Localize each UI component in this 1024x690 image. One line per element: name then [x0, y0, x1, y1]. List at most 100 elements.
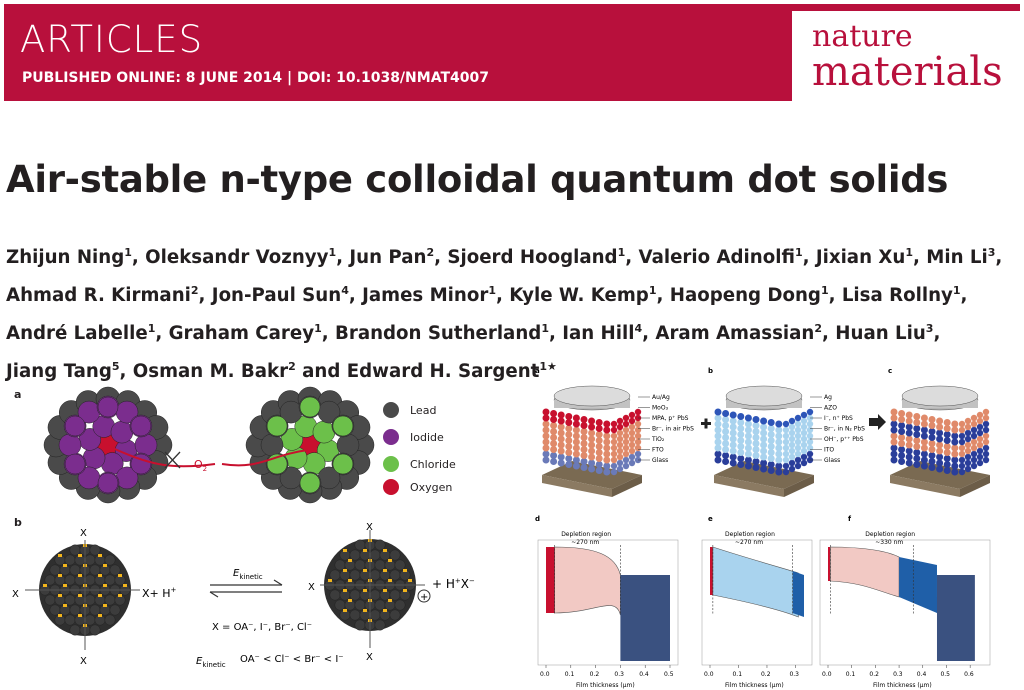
author-name[interactable]: Zhijun Ning1	[6, 246, 132, 268]
quantum-dot	[898, 416, 906, 423]
substrate-layer	[714, 461, 814, 489]
quantum-dot	[557, 417, 565, 425]
author-name[interactable]: Min Li3	[926, 246, 995, 268]
author-name[interactable]: James Minor1	[362, 284, 496, 306]
quantum-dot	[595, 419, 603, 426]
author-name-text: Brandon Sutherland	[334, 323, 542, 345]
author-name[interactable]: Haopeng Dong1	[670, 284, 829, 306]
quantum-dot	[565, 437, 573, 444]
quantum-dot	[760, 441, 768, 449]
author-name[interactable]: Jixian Xu1	[816, 246, 913, 268]
x-label-top-1: X	[80, 528, 87, 539]
author-name[interactable]: Edward H. Sargent1★	[347, 360, 557, 382]
author-name-text: Aram Amassian	[655, 323, 815, 345]
ligand	[78, 614, 82, 617]
quantum-dot	[565, 443, 573, 450]
quantum-dot	[943, 449, 951, 456]
quantum-dot	[800, 423, 808, 431]
atom	[354, 599, 366, 611]
quantum-dot	[610, 426, 618, 434]
atom	[389, 609, 401, 621]
ligand	[403, 589, 407, 592]
quantum-dot	[782, 426, 790, 434]
quantum-dot	[920, 426, 928, 434]
quantum-dot	[760, 423, 768, 431]
ligand	[58, 614, 62, 617]
author-name[interactable]: Ian Hill4	[562, 322, 642, 344]
x-tick-label: 0.2	[869, 671, 879, 678]
atom	[374, 559, 386, 571]
author-name[interactable]: Jon-Paul Sun4	[212, 284, 349, 306]
atom	[349, 609, 361, 621]
x-tick-label: 0.0	[822, 671, 832, 678]
quantum-dot	[970, 426, 978, 434]
quantum-dot	[628, 447, 636, 455]
quantum-dot	[610, 438, 618, 446]
quantum-dot	[970, 438, 978, 446]
atom	[49, 564, 61, 576]
quantum-dot	[936, 429, 944, 437]
x-label-left-1: X	[12, 589, 19, 600]
quantum-dot	[714, 438, 722, 446]
quantum-dot	[982, 408, 990, 416]
quantum-dot	[943, 467, 951, 474]
quantum-dot	[782, 444, 790, 452]
quantum-dot	[557, 423, 565, 431]
quantum-dot	[616, 441, 624, 449]
quantum-dot	[982, 426, 990, 434]
author-name[interactable]: Ahmad R. Kirmani2	[6, 284, 199, 306]
atom	[354, 559, 366, 571]
author-name[interactable]: Huan Liu3	[835, 322, 933, 344]
quantum-dot	[616, 429, 624, 437]
ekinetic-order-text: OA⁻ < Cl⁻ < Br⁻ < I⁻	[240, 654, 344, 665]
author-name[interactable]: Osman M. Bakr2	[133, 360, 296, 382]
quantum-dot	[588, 453, 596, 461]
author-name[interactable]: Aram Amassian2	[655, 322, 822, 345]
quantum-dot	[760, 459, 768, 467]
quantum-dot	[800, 429, 808, 437]
author-name[interactable]: Kyle W. Kemp1	[509, 284, 656, 306]
quantum-dot	[951, 456, 959, 464]
substrate-side-right	[960, 475, 990, 497]
journal-logo[interactable]: nature materials	[792, 11, 1020, 102]
quantum-dot	[958, 432, 966, 440]
ekinetic-label: Ekinetic	[233, 568, 263, 581]
author-name[interactable]: Oleksandr Voznyy1	[145, 246, 336, 268]
quantum-dot	[898, 446, 906, 453]
quantum-dot	[958, 450, 966, 458]
author-name[interactable]: Sjoerd Hoogland1	[447, 246, 625, 268]
quantum-dot	[603, 438, 611, 446]
quantum-dot	[603, 468, 611, 476]
quantum-dot	[595, 443, 603, 450]
author-name[interactable]: Brandon Sutherland1	[334, 322, 549, 345]
band-region	[554, 546, 621, 616]
atom	[69, 604, 81, 616]
author-name[interactable]: Jun Pan2	[349, 246, 434, 268]
affiliation-mark: 5	[111, 360, 120, 374]
quantum-dot	[542, 444, 550, 452]
author-name[interactable]: Graham Carey1	[168, 322, 322, 345]
quantum-dot	[958, 444, 966, 452]
author-name[interactable]: Valerio Adinolfi1	[638, 246, 802, 268]
quantum-dot	[550, 410, 558, 417]
quantum-dot	[603, 456, 611, 464]
ligand	[78, 574, 82, 577]
quantum-dot	[595, 425, 603, 432]
quantum-dot	[806, 444, 814, 452]
author-name[interactable]: André Labelle1	[6, 322, 155, 344]
quantum-dot	[890, 444, 898, 452]
band-frame	[537, 539, 679, 666]
quantum-dot	[729, 429, 737, 437]
quantum-dot	[982, 450, 990, 458]
author-name[interactable]: Lisa Rollny1	[842, 284, 961, 306]
author-name[interactable]: Jiang Tang5	[6, 360, 120, 382]
stack-layer-label: AZO	[824, 405, 837, 412]
h-plus-x-minus: + H+X−	[432, 577, 475, 591]
author-name-text: Graham Carey	[168, 323, 315, 345]
quantum-dot	[905, 459, 913, 467]
x-equals-text: X = OA⁻, I⁻, Br⁻, Cl⁻	[212, 622, 312, 633]
quantum-dot	[913, 443, 921, 450]
quantum-dot	[920, 438, 928, 446]
quantum-dot	[800, 453, 808, 461]
quantum-dot	[580, 458, 588, 465]
